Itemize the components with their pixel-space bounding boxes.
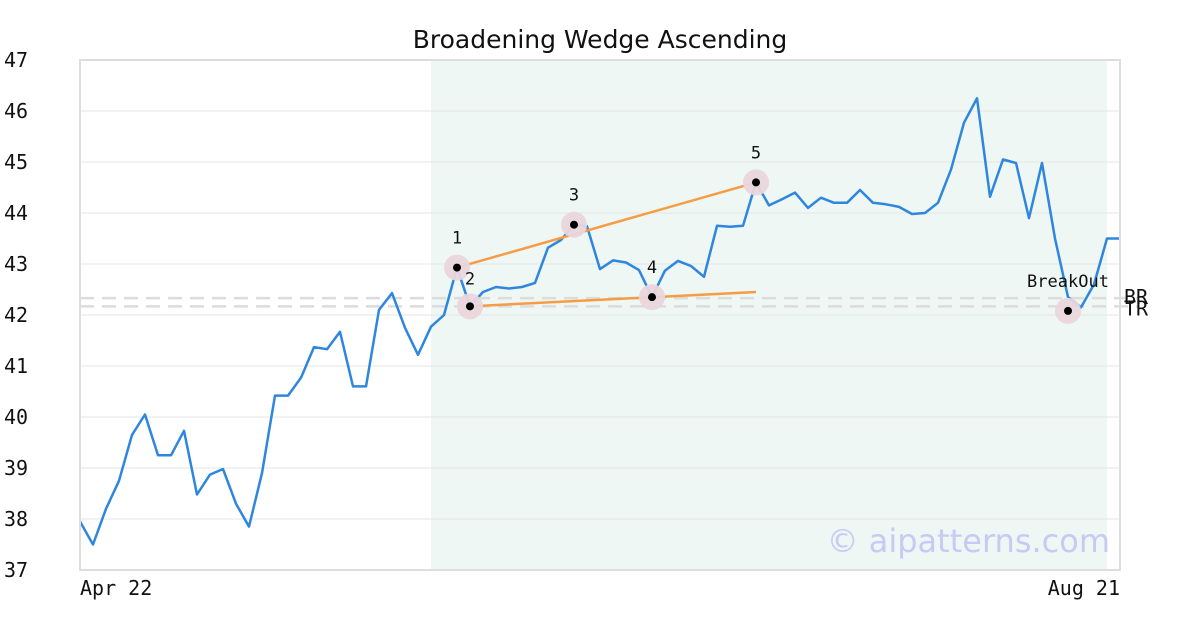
point-label: 2 [465, 269, 475, 289]
point-label: BreakOut [1027, 272, 1109, 292]
y-tick-label: 47 [4, 48, 28, 72]
y-tick-label: 38 [4, 507, 28, 531]
point-marker [570, 220, 578, 229]
point-label: 3 [569, 186, 579, 206]
price-line [78, 97, 1120, 546]
x-tick-label: Apr 22 [80, 576, 152, 600]
point-marker [648, 293, 656, 302]
point-marker [466, 302, 474, 311]
trend-line [469, 290, 757, 308]
y-tick-label: 43 [4, 252, 28, 276]
reference-label: BR [1124, 285, 1149, 309]
y-tick-label: 44 [4, 201, 28, 225]
point-label: 4 [647, 258, 657, 278]
y-axis-ticks: 37 38 39 40 41 42 43 44 45 46 47 [4, 48, 28, 582]
point-marker [752, 178, 760, 187]
reference-label: TR [1124, 296, 1149, 320]
y-tick-label: 46 [4, 99, 28, 123]
y-tick-label: 45 [4, 150, 28, 174]
trend-lines-layer [456, 181, 757, 308]
y-tick-label: 41 [4, 354, 28, 378]
y-tick-label: 39 [4, 456, 28, 480]
point-marker [453, 263, 461, 272]
pattern-points-layer: 12 3 4 5 BreakOut [444, 143, 1109, 324]
x-axis-ticks: Apr 22 Aug 21 [80, 576, 1120, 600]
trend-line [456, 181, 757, 269]
y-tick-label: 40 [4, 405, 28, 429]
chart-title: Broadening Wedge Ascending [413, 25, 788, 54]
series-layer [78, 97, 1120, 546]
point-marker [1064, 306, 1072, 315]
y-tick-label: 37 [4, 558, 28, 582]
point-label: 5 [751, 143, 761, 163]
watermark: © aipatterns.com [827, 522, 1110, 560]
y-tick-label: 42 [4, 303, 28, 327]
point-label: 1 [452, 229, 462, 249]
plot-frame [79, 59, 1121, 571]
x-tick-label: Aug 21 [1048, 576, 1120, 600]
